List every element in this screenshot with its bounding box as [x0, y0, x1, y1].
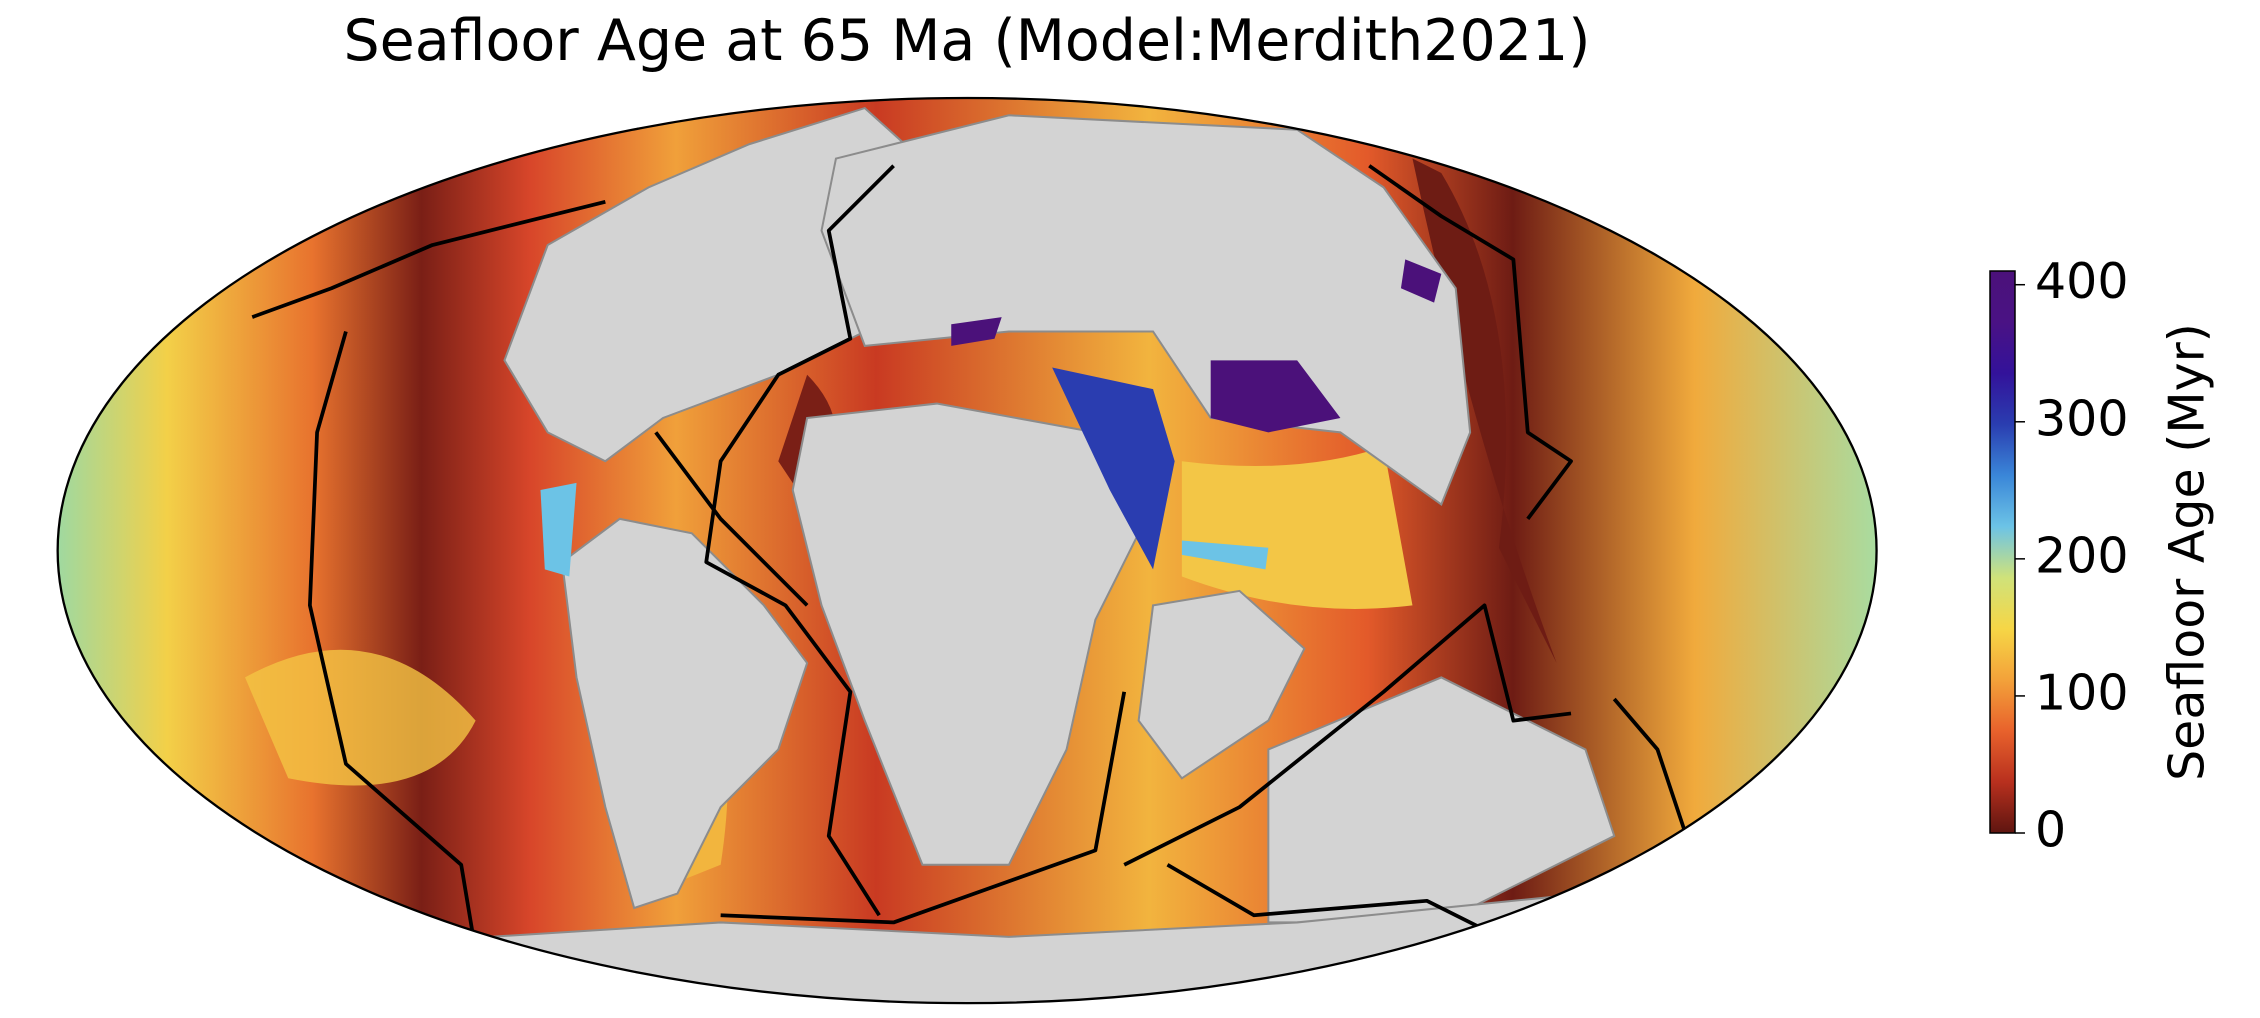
colorbar-tick-label: 0 [2035, 802, 2066, 859]
colorbar-tick-label: 200 [2035, 527, 2129, 584]
colorbar [1989, 270, 2016, 834]
map-title: Seafloor Age at 65 Ma (Model:Merdith2021… [343, 8, 1590, 74]
colorbar-label: Seafloor Age (Myr) [2159, 323, 2216, 781]
map-border [56, 96, 1878, 1005]
colorbar-tick-label: 100 [2035, 664, 2129, 721]
colorbar-tick-label: 400 [2035, 253, 2129, 310]
map [56, 96, 1878, 1005]
colorbar-tick-label: 300 [2035, 390, 2129, 447]
plate-boundaries [251, 164, 1689, 952]
